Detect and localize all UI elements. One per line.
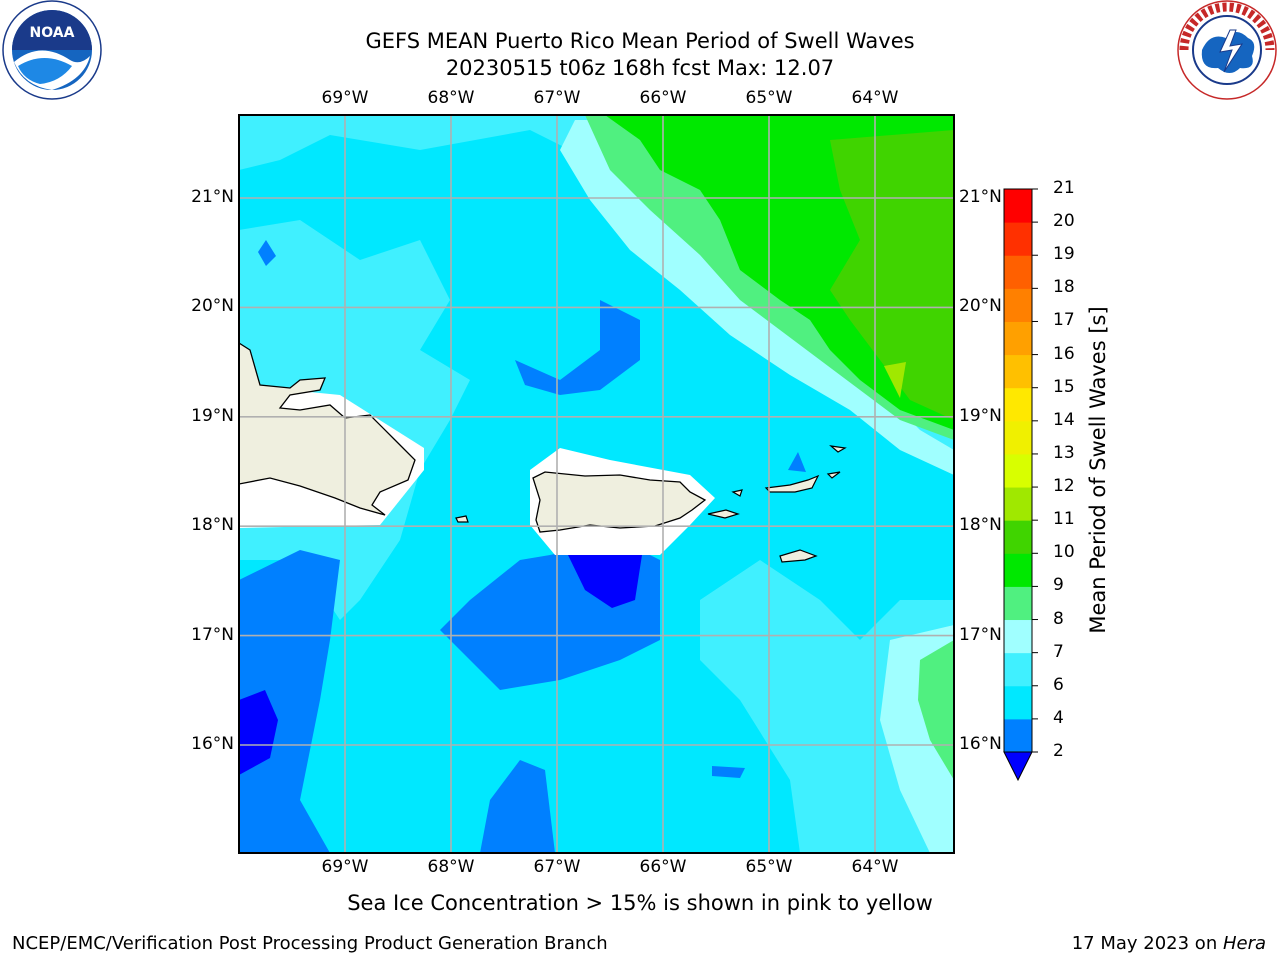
colorbar-tick-label: 16 xyxy=(1053,343,1075,364)
land-st-croix xyxy=(779,549,818,563)
colorbar-segment xyxy=(1004,718,1032,753)
colorbar-tick-label: 6 xyxy=(1053,674,1064,695)
colorbar xyxy=(1003,188,1038,782)
lon-label-bottom: 66°W xyxy=(639,857,687,877)
colorbar-tick-label: 4 xyxy=(1053,707,1064,728)
footer-host: Hera xyxy=(1222,933,1266,954)
lat-label-right: 19°N xyxy=(959,405,1002,426)
colorbar-segment xyxy=(1004,685,1032,720)
colorbar-tick-label: 8 xyxy=(1053,608,1064,629)
land-anegada xyxy=(826,471,841,479)
lon-label-bottom: 64°W xyxy=(851,857,899,877)
lat-label-right: 20°N xyxy=(959,296,1002,317)
lat-label-right: 17°N xyxy=(959,624,1002,645)
colorbar-tick-label: 9 xyxy=(1053,575,1064,596)
field-4-6s-north-patch xyxy=(515,300,640,395)
colorbar-extend-arrow xyxy=(1003,751,1033,782)
lon-label-bottom: 69°W xyxy=(321,857,369,877)
colorbar-segment xyxy=(1004,189,1032,223)
colorbar-segment xyxy=(1004,586,1032,621)
lat-label-right: 21°N xyxy=(959,187,1002,207)
colorbar-label: Mean Period of Swell Waves [s] xyxy=(1086,306,1110,634)
land-puerto-rico xyxy=(532,471,707,533)
colorbar-segment xyxy=(1004,453,1032,488)
field-7-8s-southeast xyxy=(700,560,954,853)
colorbar-tick-label: 18 xyxy=(1053,277,1075,298)
colorbar-segment xyxy=(1004,321,1032,356)
field-12-13s-max xyxy=(884,362,906,398)
colorbar-tick-label: 15 xyxy=(1053,376,1075,397)
colorbar-tick-label: 14 xyxy=(1053,409,1075,430)
land-mona xyxy=(455,515,469,523)
colorbar-segment xyxy=(1004,520,1032,554)
lat-label-left: 21°N xyxy=(191,187,234,207)
noaa-logo-text: NOAA xyxy=(30,25,75,41)
land-sombrero xyxy=(829,445,847,453)
colorbar-segment xyxy=(1004,553,1032,587)
nws-logo xyxy=(1177,0,1277,100)
gridlines xyxy=(239,115,954,853)
lon-label-top: 68°W xyxy=(427,88,475,108)
colorbar-segment xyxy=(1004,222,1032,256)
field-2-4s-prs xyxy=(568,555,642,608)
footer-date: 17 May 2023 on Hera xyxy=(1072,933,1266,954)
colorbar-tick-label: 13 xyxy=(1053,442,1075,463)
lat-label-right: 16°N xyxy=(959,734,1002,754)
sea-ice-note: Sea Ice Concentration > 15% is shown in … xyxy=(347,891,933,915)
land-virgin-islands xyxy=(764,474,820,493)
lon-label-top: 67°W xyxy=(533,88,581,108)
chart-subtitle-run: 20230515 t06z 168h fcst Max: 12.07 xyxy=(445,56,835,80)
lon-label-bottom: 68°W xyxy=(427,857,475,877)
colorbar-segment xyxy=(1004,288,1032,322)
lat-label-left: 17°N xyxy=(191,624,234,645)
field-11-12s xyxy=(830,130,954,420)
chart-title: GEFS MEAN Puerto Rico Mean Period of Swe… xyxy=(365,29,915,53)
colorbar-outline xyxy=(1003,188,1033,753)
field-4-6s-south xyxy=(239,550,340,853)
noaa-logo: NOAA xyxy=(2,0,102,100)
colorbar-tick-label: 17 xyxy=(1053,310,1075,331)
lat-label-left: 18°N xyxy=(191,515,234,536)
lon-label-bottom: 67°W xyxy=(533,857,581,877)
lat-label-right: 18°N xyxy=(959,515,1002,536)
colorbar-tick-label: 10 xyxy=(1053,542,1075,563)
land-hispaniola xyxy=(239,342,416,516)
land-vieques xyxy=(707,509,740,519)
footer-branch: NCEP/EMC/Verification Post Processing Pr… xyxy=(12,933,608,954)
lat-label-left: 19°N xyxy=(191,405,234,426)
field-4-6s-bottom xyxy=(480,760,555,853)
map-frame xyxy=(238,114,955,854)
colorbar-segment xyxy=(1004,420,1032,455)
colorbar-tick-label: 2 xyxy=(1053,741,1064,761)
colorbar-segment xyxy=(1004,619,1032,654)
lat-label-left: 16°N xyxy=(191,734,234,754)
field-4-6s-small-1 xyxy=(258,240,276,266)
land-culebra xyxy=(731,489,743,497)
colorbar-tick-label: 7 xyxy=(1053,641,1064,662)
field-4-6s-small-3 xyxy=(788,452,806,472)
lon-label-bottom: 65°W xyxy=(745,857,793,877)
colorbar-tick-label: 19 xyxy=(1053,244,1075,265)
colorbar-segment xyxy=(1004,354,1032,389)
lon-label-top: 66°W xyxy=(639,88,687,108)
colorbar-segment xyxy=(1004,487,1032,521)
lon-label-top: 65°W xyxy=(745,88,793,108)
field-4-6s-small-2 xyxy=(712,766,745,778)
lat-label-left: 20°N xyxy=(191,296,234,317)
colorbar-tick-label: 20 xyxy=(1053,211,1075,232)
colorbar-tick-label: 21 xyxy=(1053,178,1075,198)
colorbar-segment xyxy=(1004,652,1032,687)
lon-label-top: 69°W xyxy=(321,88,369,108)
colorbar-tick-label: 12 xyxy=(1053,476,1075,497)
field-2-4s-sw xyxy=(239,690,278,775)
colorbar-tick-label: 11 xyxy=(1053,509,1075,530)
lon-label-top: 64°W xyxy=(851,88,899,108)
colorbar-segment xyxy=(1004,255,1032,289)
colorbar-segment xyxy=(1004,387,1032,422)
footer-date-text: 17 May 2023 on xyxy=(1071,933,1223,954)
